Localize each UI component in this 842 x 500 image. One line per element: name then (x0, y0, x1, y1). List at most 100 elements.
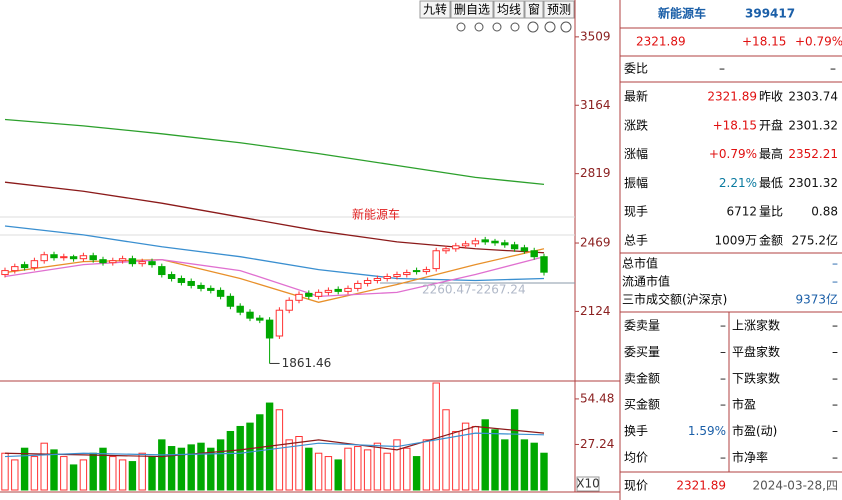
y-tick-label: 2819 (580, 166, 611, 180)
volume-bar (138, 452, 146, 491)
candle-body (412, 270, 421, 273)
candle-body (99, 259, 107, 264)
row-label: 总市值 (622, 256, 658, 271)
candle-body (158, 266, 166, 276)
volume-bar (442, 409, 450, 491)
row-value: +0.79% (709, 147, 757, 161)
row-label: 平盘家数 (732, 344, 780, 359)
candle-body (471, 240, 480, 245)
candle-body (187, 280, 195, 286)
volume-bar (520, 439, 529, 491)
candle-body (324, 289, 333, 293)
candle-body (40, 254, 48, 262)
row-value: 2352.21 (788, 147, 838, 161)
y-tick-label: 3164 (580, 98, 611, 112)
moving-average-line (4, 248, 545, 303)
row-value: – (720, 371, 726, 385)
toolbar-button[interactable] (524, 0, 544, 19)
candle-body (216, 289, 225, 297)
last-price: 2321.89 (636, 35, 686, 49)
scale-label: X10 (576, 477, 600, 491)
row-label: 总手 (624, 234, 648, 248)
toolbar-button[interactable] (450, 0, 494, 19)
row-label: 涨跌 (624, 117, 648, 132)
row-label: 振幅 (624, 175, 648, 190)
volume-bar (510, 409, 519, 491)
volume-bar (324, 456, 333, 491)
toolbar-label[interactable]: 均线 (497, 3, 521, 17)
row-value: – (832, 398, 838, 412)
row-value: – (719, 62, 725, 76)
toolbar-button[interactable] (493, 0, 525, 19)
volume-bar (295, 436, 303, 491)
volume-bar (393, 439, 401, 491)
toolbar-label[interactable]: 窗 (528, 3, 540, 17)
row-label: 量比 (759, 205, 783, 219)
row-value: 275.2亿 (792, 233, 838, 248)
candle-body (373, 278, 382, 281)
security-name: 新能源车 (658, 6, 706, 21)
row-label: 昨收 (759, 90, 783, 104)
row-value: – (720, 345, 726, 359)
row-label: 委买量 (624, 345, 660, 359)
volume-bar (50, 449, 58, 491)
row-value: +18.15 (713, 118, 757, 132)
row-label: 市盈 (732, 397, 756, 412)
candle-body (226, 295, 235, 307)
candle-body (197, 284, 205, 289)
candle-body (452, 245, 460, 250)
annotation: 新能源车 (352, 207, 400, 222)
toolbar-button[interactable] (419, 0, 451, 19)
row-label: 金额 (759, 233, 783, 248)
row-value: – (832, 319, 838, 333)
row-value: 2.21% (719, 176, 757, 190)
y-tick-label: 54.48 (580, 391, 614, 405)
volume-bar (383, 452, 391, 491)
volume-bar (344, 447, 352, 491)
volume-bar (354, 446, 362, 491)
candle-body (334, 288, 342, 292)
moving-average-line (4, 181, 545, 254)
volume-bar (246, 422, 254, 491)
volume-bar (314, 452, 323, 491)
row-value: 0.88 (811, 205, 838, 219)
candle-body (422, 269, 431, 273)
volume-bar (99, 447, 107, 491)
toolbar-label[interactable]: 九转 (423, 2, 447, 17)
row-label: 流通市值 (622, 274, 670, 289)
volume-bar (109, 456, 117, 491)
candle-body (118, 258, 127, 262)
candle-body (109, 260, 117, 264)
volume-bar (1, 452, 9, 491)
volume-bar (69, 464, 78, 491)
candle-body (275, 309, 284, 337)
row-value: – (832, 257, 838, 271)
volume-bar (403, 447, 411, 491)
candle-body (20, 264, 29, 269)
candle-body (148, 261, 156, 266)
toolbar-button[interactable] (543, 0, 575, 19)
candle-body (432, 250, 440, 270)
volume-bar (452, 430, 460, 491)
volume-bar (412, 456, 421, 491)
toolbar-label[interactable]: 删自选 (454, 3, 490, 17)
row-label: 换手 (624, 424, 648, 438)
candle-body (501, 242, 509, 246)
candle-body (344, 287, 352, 292)
footer-price: 2321.89 (676, 479, 726, 493)
candle-body (246, 311, 254, 319)
candle-body (128, 258, 137, 265)
row-value: 2303.74 (788, 90, 838, 104)
volume-bar (197, 442, 205, 491)
candle-body (540, 256, 548, 273)
candle-body (530, 250, 538, 258)
row-label: 上涨家数 (732, 318, 780, 333)
price-change: +18.15 (742, 35, 786, 49)
annotation: 2260.47-2267.24 (422, 283, 526, 297)
row-label: 均价 (624, 451, 648, 465)
volume-bar (363, 449, 372, 491)
toolbar-label[interactable]: 预测 (547, 3, 571, 17)
candle-body (167, 274, 176, 280)
volume-bar (540, 452, 548, 491)
